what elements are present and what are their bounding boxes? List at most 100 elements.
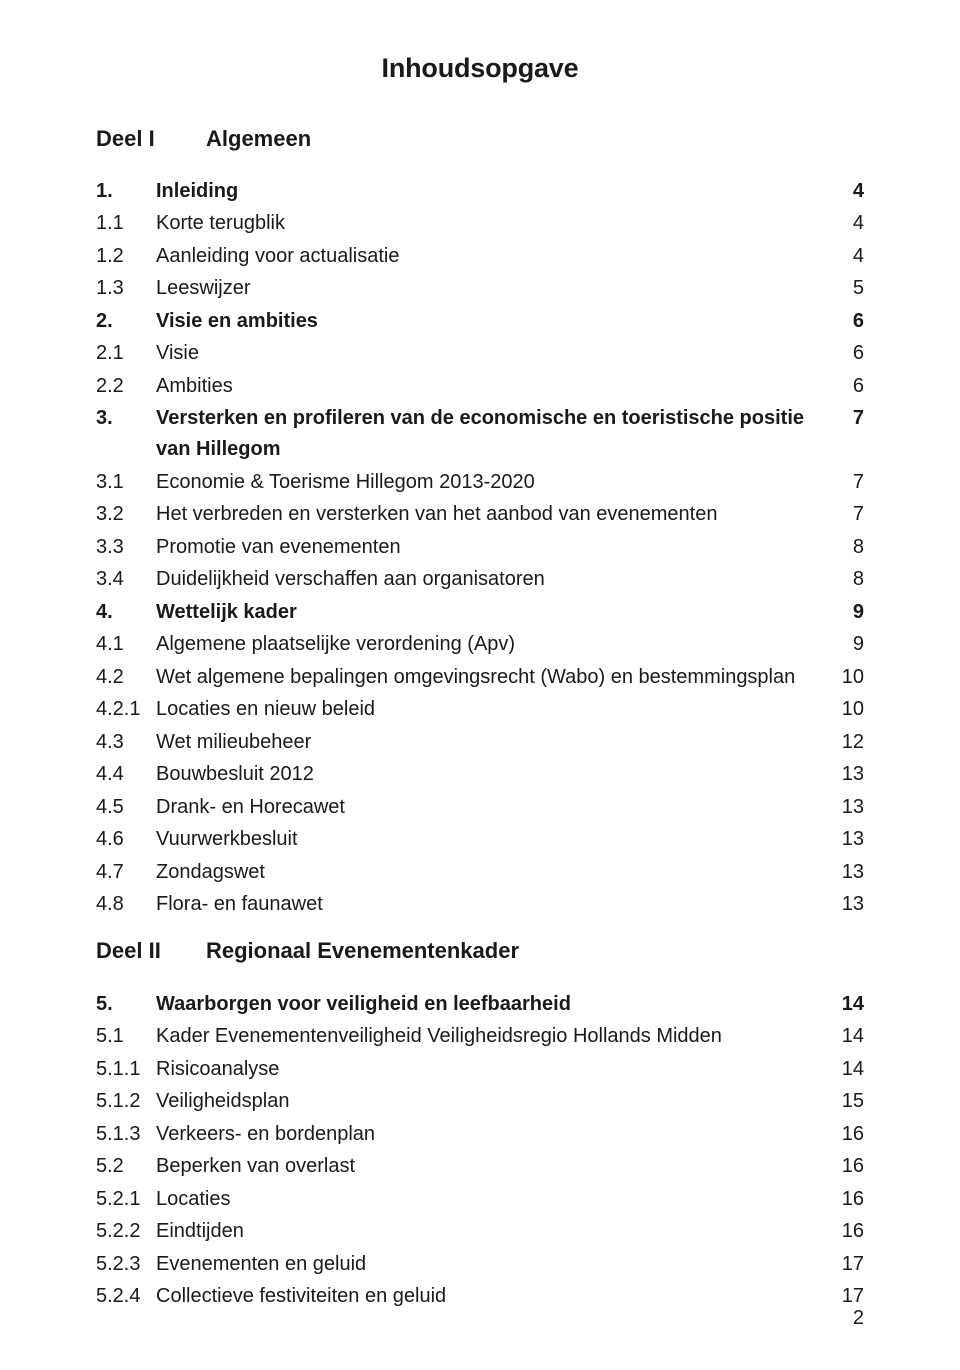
toc-entry: 3.Versterken en profileren van de econom… <box>96 403 864 465</box>
toc-entry: 5.1.2Veiligheidsplan15 <box>96 1086 864 1117</box>
toc-entry-title: Versterken en profileren van de economis… <box>156 403 836 465</box>
toc-entry: 5.2Beperken van overlast16 <box>96 1151 864 1182</box>
toc-entry-page: 10 <box>836 662 864 693</box>
toc-entry-title: Inleiding <box>156 176 836 207</box>
toc-entry-number: 5.1.3 <box>96 1119 156 1150</box>
toc-entry-page: 14 <box>836 1054 864 1085</box>
toc-entry-page: 13 <box>836 759 864 790</box>
toc-entry-title: Korte terugblik <box>156 208 836 239</box>
toc-entry-page: 16 <box>836 1119 864 1150</box>
part-name: Algemeen <box>206 122 311 156</box>
toc-entry-page: 13 <box>836 824 864 855</box>
toc-entry-number: 5.1.2 <box>96 1086 156 1117</box>
toc-entry-title: Eindtijden <box>156 1216 836 1247</box>
toc-entry-page: 6 <box>836 338 864 369</box>
toc-entry-number: 5.1 <box>96 1021 156 1052</box>
toc-entry: 5.1.3Verkeers- en bordenplan16 <box>96 1119 864 1150</box>
toc-entry-title: Wet milieubeheer <box>156 727 836 758</box>
toc-entry-number: 5.2 <box>96 1151 156 1182</box>
toc-entry-number: 4.6 <box>96 824 156 855</box>
toc-entry-number: 4.2.1 <box>96 694 156 725</box>
toc-entry-page: 9 <box>836 597 864 628</box>
toc-entry: 4.6Vuurwerkbesluit13 <box>96 824 864 855</box>
toc-entry-number: 5.2.3 <box>96 1249 156 1280</box>
toc-entry: 1.2Aanleiding voor actualisatie4 <box>96 241 864 272</box>
toc-entry-title: Aanleiding voor actualisatie <box>156 241 836 272</box>
toc-entry-number: 5.2.1 <box>96 1184 156 1215</box>
toc-entry-number: 4.8 <box>96 889 156 920</box>
toc-entry: 4.1Algemene plaatselijke verordening (Ap… <box>96 629 864 660</box>
toc-entry-title: Promotie van evenementen <box>156 532 836 563</box>
toc-entry-page: 14 <box>836 989 864 1020</box>
toc-entry-page: 9 <box>836 629 864 660</box>
toc-entry-page: 14 <box>836 1021 864 1052</box>
part-name: Regionaal Evenementenkader <box>206 934 519 968</box>
toc-entry-number: 4.2 <box>96 662 156 693</box>
toc-entry: 5.Waarborgen voor veiligheid en leefbaar… <box>96 989 864 1020</box>
toc-entry-number: 2.1 <box>96 338 156 369</box>
toc-entry: 1.1Korte terugblik4 <box>96 208 864 239</box>
toc-entry-page: 15 <box>836 1086 864 1117</box>
toc-entry: 5.2.1Locaties16 <box>96 1184 864 1215</box>
toc-entry-number: 1. <box>96 176 156 207</box>
toc-entry: 3.1Economie & Toerisme Hillegom 2013-202… <box>96 467 864 498</box>
part-label: Deel II <box>96 934 178 968</box>
toc-entry-title: Locaties en nieuw beleid <box>156 694 836 725</box>
toc-entry-title: Collectieve festiviteiten en geluid <box>156 1281 836 1312</box>
toc-entry-page: 4 <box>836 208 864 239</box>
toc-entry-page: 12 <box>836 727 864 758</box>
toc-entry-page: 4 <box>836 241 864 272</box>
toc-entry-title: Duidelijkheid verschaffen aan organisato… <box>156 564 836 595</box>
toc-entry-title: Waarborgen voor veiligheid en leefbaarhe… <box>156 989 836 1020</box>
toc-entry-title: Het verbreden en versterken van het aanb… <box>156 499 836 530</box>
part-label: Deel I <box>96 122 178 156</box>
toc-entry-title: Zondagswet <box>156 857 836 888</box>
toc-entry: 4.5Drank- en Horecawet13 <box>96 792 864 823</box>
toc-entry-page: 17 <box>836 1249 864 1280</box>
toc-entry-page: 8 <box>836 564 864 595</box>
toc-entry-title: Veiligheidsplan <box>156 1086 836 1117</box>
toc-entry-page: 16 <box>836 1184 864 1215</box>
toc-entry-title: Bouwbesluit 2012 <box>156 759 836 790</box>
toc-entry-number: 5.1.1 <box>96 1054 156 1085</box>
toc-entry-number: 1.1 <box>96 208 156 239</box>
toc-entry: 2.1Visie6 <box>96 338 864 369</box>
toc-entry-number: 4.1 <box>96 629 156 660</box>
toc-entry-page: 13 <box>836 792 864 823</box>
toc-entry: 4.3Wet milieubeheer12 <box>96 727 864 758</box>
toc-entry-page: 6 <box>836 306 864 337</box>
toc-entry: 2.Visie en ambities6 <box>96 306 864 337</box>
toc-entry-number: 3. <box>96 403 156 434</box>
toc-entry: 1.3Leeswijzer5 <box>96 273 864 304</box>
toc-entry-title: Kader Evenementenveiligheid Veiligheidsr… <box>156 1021 836 1052</box>
toc-entry: 3.4Duidelijkheid verschaffen aan organis… <box>96 564 864 595</box>
toc-entry-page: 4 <box>836 176 864 207</box>
toc-entry: 5.2.3Evenementen en geluid17 <box>96 1249 864 1280</box>
toc-entry-number: 2. <box>96 306 156 337</box>
toc-entry: 4.8Flora- en faunawet13 <box>96 889 864 920</box>
toc-entry-page: 7 <box>836 467 864 498</box>
toc-entry-number: 4.4 <box>96 759 156 790</box>
toc-entry-title: Wettelijk kader <box>156 597 836 628</box>
toc-entry-title: Drank- en Horecawet <box>156 792 836 823</box>
part-heading: Deel II Regionaal Evenementenkader <box>96 934 864 968</box>
toc-entry-title: Verkeers- en bordenplan <box>156 1119 836 1150</box>
toc-entry-page: 13 <box>836 889 864 920</box>
toc-entry: 5.1Kader Evenementenveiligheid Veilighei… <box>96 1021 864 1052</box>
toc-entry: 5.2.4Collectieve festiviteiten en geluid… <box>96 1281 864 1312</box>
toc-entry-title: Visie <box>156 338 836 369</box>
toc-entry-number: 5.2.2 <box>96 1216 156 1247</box>
toc-entry-page: 7 <box>836 499 864 530</box>
toc-entry: 5.2.2Eindtijden16 <box>96 1216 864 1247</box>
toc-entry: 4.4Bouwbesluit 201213 <box>96 759 864 790</box>
toc-entry-page: 16 <box>836 1151 864 1182</box>
toc-entry-page: 7 <box>836 403 864 434</box>
toc-entry-title: Economie & Toerisme Hillegom 2013-2020 <box>156 467 836 498</box>
toc-entry: 4.2Wet algemene bepalingen omgevingsrech… <box>96 662 864 693</box>
toc-entry-title: Vuurwerkbesluit <box>156 824 836 855</box>
toc-entry-page: 8 <box>836 532 864 563</box>
toc-entry-number: 4.3 <box>96 727 156 758</box>
toc-entry-number: 5. <box>96 989 156 1020</box>
toc-entry-number: 5.2.4 <box>96 1281 156 1312</box>
toc-entry: 3.2Het verbreden en versterken van het a… <box>96 499 864 530</box>
